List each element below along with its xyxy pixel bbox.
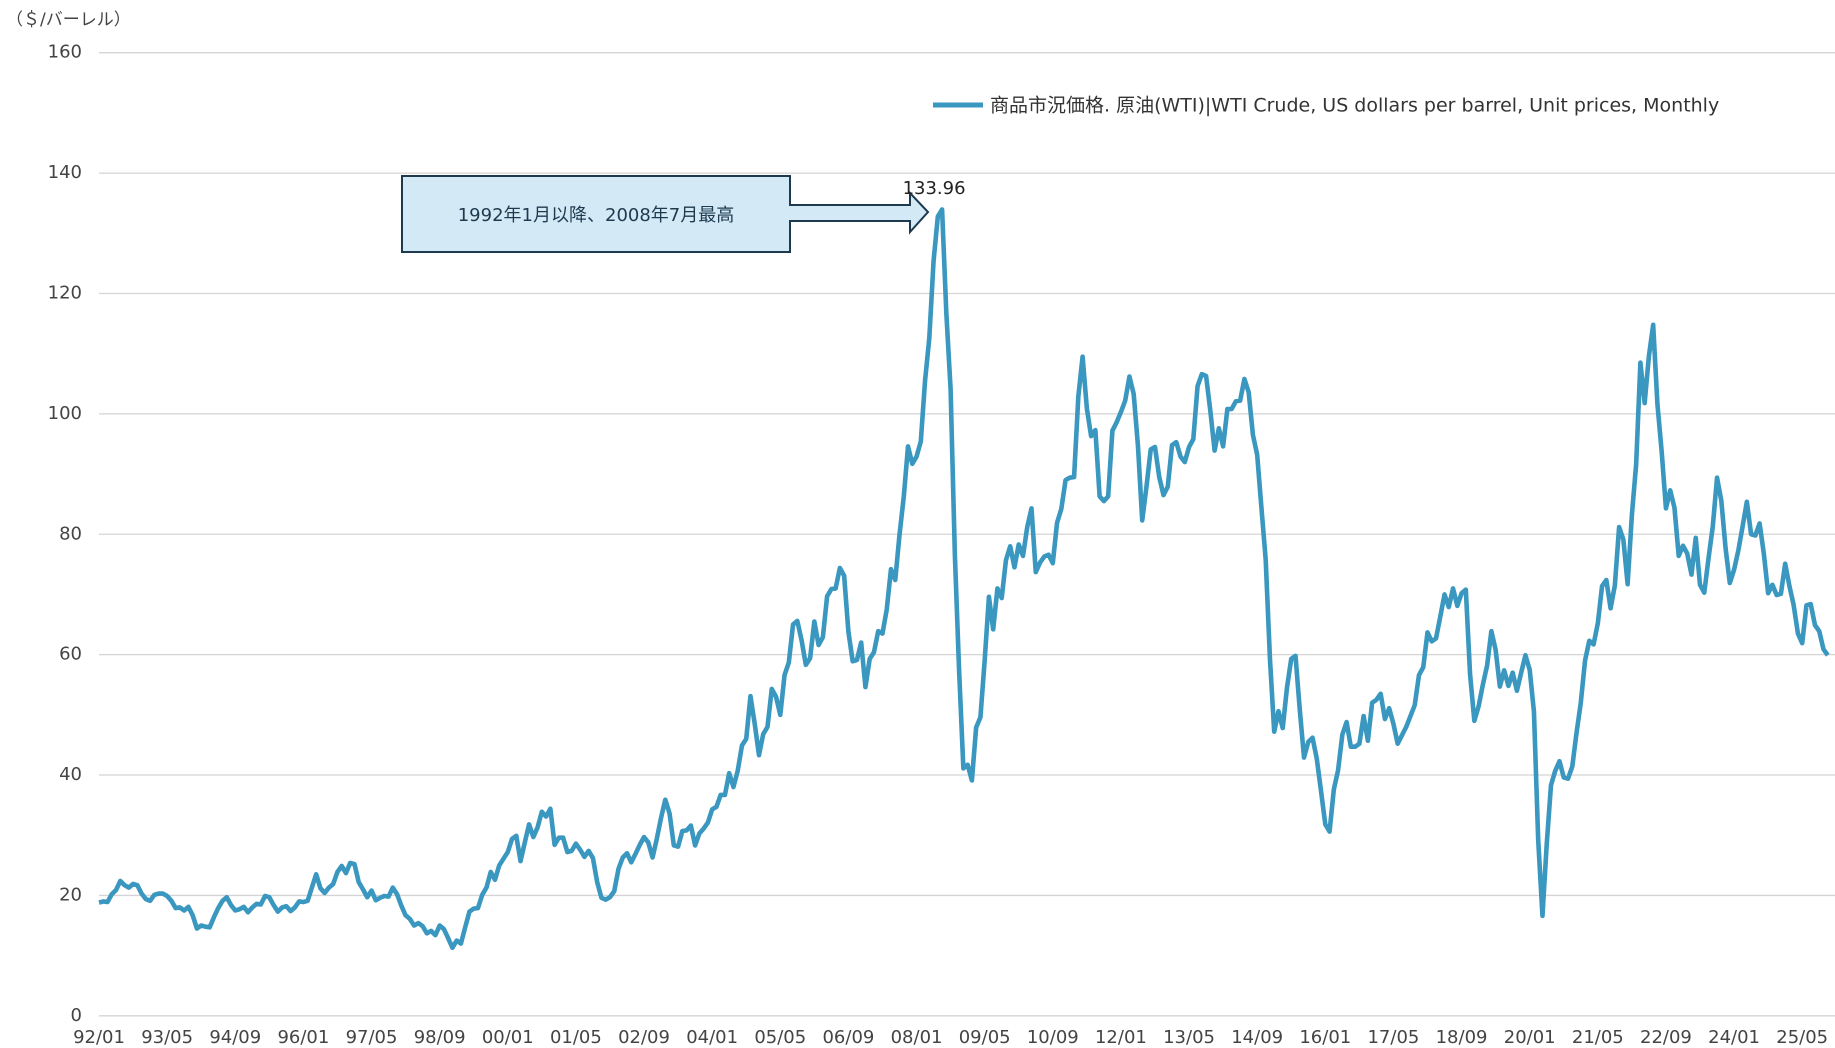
x-tick-label: 94/09 [209, 1027, 261, 1048]
annotation-box [401, 175, 930, 253]
x-tick-label: 17/05 [1367, 1027, 1419, 1048]
x-tick-label: 18/09 [1436, 1027, 1488, 1048]
y-tick-label: 160 [48, 42, 82, 63]
y-tick-label: 140 [48, 162, 82, 183]
y-tick-label: 60 [59, 644, 82, 665]
line-series [98, 207, 1830, 951]
y-tick-label: 100 [48, 403, 82, 424]
x-tick-label: 10/09 [1027, 1027, 1079, 1048]
x-tick-label: 22/09 [1640, 1027, 1692, 1048]
legend-label: 商品市況価格. 原油(WTI)|WTI Crude, US dollars pe… [990, 95, 1719, 117]
x-tick-label: 04/01 [686, 1027, 738, 1048]
x-tick-label: 08/01 [891, 1027, 943, 1048]
data-label: 133.96 [903, 178, 966, 199]
x-tick-label: 05/05 [754, 1027, 806, 1048]
x-tick-label: 16/01 [1299, 1027, 1351, 1048]
x-tick-label: 97/05 [346, 1027, 398, 1048]
grid [99, 52, 1835, 1017]
x-tick-label: 12/01 [1095, 1027, 1147, 1048]
x-tick-label: 13/05 [1163, 1027, 1215, 1048]
x-tick-label: 92/01 [73, 1027, 125, 1048]
x-tick-label: 93/05 [141, 1027, 193, 1048]
x-tick-label: 01/05 [550, 1027, 602, 1048]
x-tick-label: 96/01 [277, 1027, 329, 1048]
x-tick-label: 00/01 [482, 1027, 534, 1048]
y-tick-label: 40 [59, 764, 82, 785]
x-tick-label: 98/09 [414, 1027, 466, 1048]
y-tick-label: 20 [59, 884, 82, 905]
x-tick-label: 20/01 [1504, 1027, 1556, 1048]
y-tick-label: 0 [71, 1005, 82, 1026]
x-tick-label: 21/05 [1572, 1027, 1624, 1048]
y-tick-label: 120 [48, 282, 82, 303]
x-tick-label: 06/09 [822, 1027, 874, 1048]
x-tick-label: 09/05 [959, 1027, 1011, 1048]
x-tick-label: 25/05 [1776, 1027, 1828, 1048]
annotation: 1992年1月以降、2008年7月最高 [458, 205, 735, 226]
x-tick-label: 24/01 [1708, 1027, 1760, 1048]
x-tick-label: 02/09 [618, 1027, 670, 1048]
y-axis-label: （＄/バーレル） [6, 10, 131, 30]
x-tick-label: 14/09 [1231, 1027, 1283, 1048]
y-tick-label: 80 [59, 523, 82, 544]
